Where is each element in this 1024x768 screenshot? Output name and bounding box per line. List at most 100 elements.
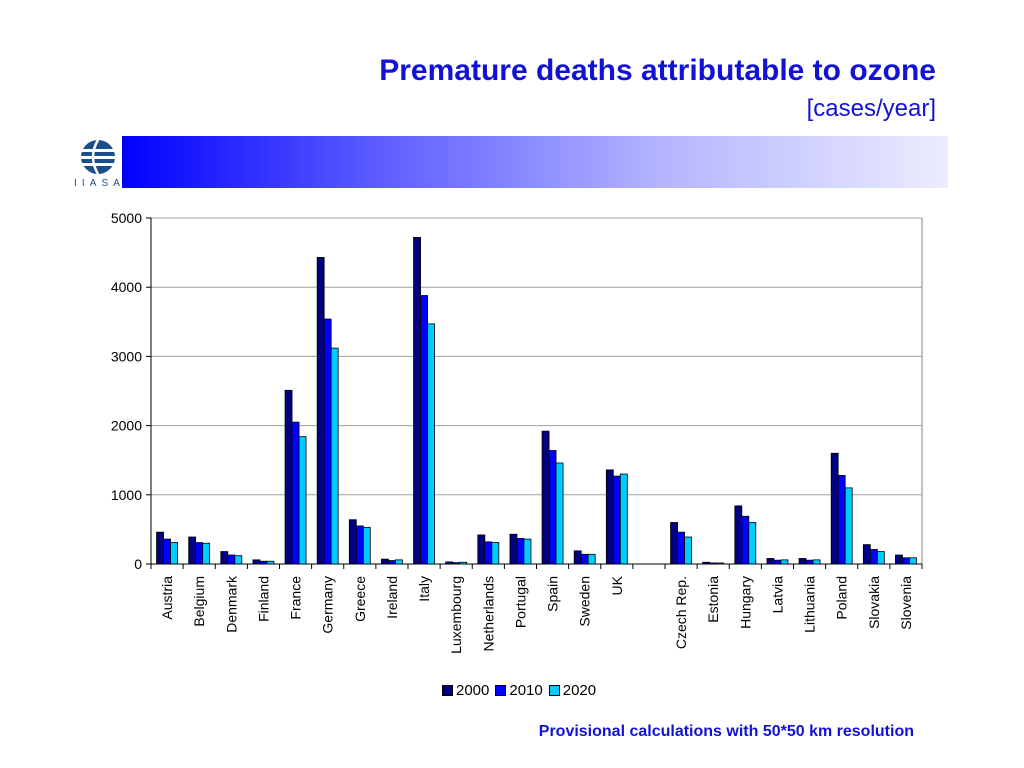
x-tick-label: Netherlands <box>480 576 496 652</box>
bar-2020 <box>459 561 468 565</box>
bar-2010 <box>227 554 236 565</box>
bar-2020 <box>555 462 564 565</box>
bar-2010 <box>259 560 268 565</box>
bar-2010 <box>677 531 685 565</box>
bar-2010 <box>612 475 621 565</box>
bar-2020 <box>298 436 307 565</box>
bar-2020 <box>716 562 725 565</box>
legend-item-2010: 2010 <box>495 682 543 699</box>
x-tick-label: Portugal <box>512 576 528 628</box>
x-tick-label: Greece <box>352 576 368 622</box>
bar-2000 <box>509 533 518 565</box>
bar-2000 <box>220 551 229 565</box>
y-tick-label: 0 <box>134 556 142 572</box>
y-tick-label: 4000 <box>111 279 142 295</box>
logo-letter: A <box>89 178 97 189</box>
x-tick-label: Slovenia <box>898 576 914 630</box>
bar-2000 <box>895 554 903 565</box>
legend-item-2020: 2020 <box>548 682 596 699</box>
bar-2000 <box>445 561 454 565</box>
bar-2000 <box>766 558 775 565</box>
x-tick-label: UK <box>609 575 625 595</box>
bar-2010 <box>388 560 396 565</box>
x-tick-label: Finland <box>255 576 271 622</box>
bar-2000 <box>156 531 164 565</box>
logo-letters: I I A S A <box>74 178 120 190</box>
bar-2010 <box>773 559 782 565</box>
x-tick-label: Lithuania <box>802 576 818 633</box>
x-tick-label: Estonia <box>705 576 721 623</box>
logo-letter: I <box>81 178 85 189</box>
bar-2020 <box>266 560 275 565</box>
bar-2010 <box>420 295 428 565</box>
bar-2010 <box>484 541 493 565</box>
x-tick-label: France <box>288 576 304 620</box>
bar-2000 <box>734 505 743 565</box>
bar-2010 <box>355 525 364 565</box>
bar-2020 <box>362 526 371 565</box>
bar-2000 <box>605 469 614 565</box>
bar-2020 <box>909 557 917 565</box>
x-tick-label: Spain <box>545 576 561 612</box>
bar-2000 <box>862 544 871 565</box>
bar-2000 <box>477 534 486 565</box>
y-tick-label: 1000 <box>111 487 142 503</box>
page-title: Premature deaths attributable to ozone <box>379 54 936 87</box>
x-tick-label: Hungary <box>737 576 753 629</box>
bar-2020 <box>748 522 757 565</box>
bar-2000 <box>830 452 839 565</box>
legend-swatch-2020 <box>548 685 560 696</box>
bar-2010 <box>805 559 814 565</box>
logo-letter: A <box>113 178 120 189</box>
bar-2000 <box>702 561 711 565</box>
bar-2000 <box>348 519 357 565</box>
x-tick-label: Czech Rep. <box>673 576 689 649</box>
bar-2010 <box>741 515 750 565</box>
bar-2010 <box>163 538 171 565</box>
bar-2020 <box>395 559 403 565</box>
bar-2020 <box>234 555 243 565</box>
bar-2000 <box>381 558 389 565</box>
x-tick-label: Latvia <box>769 576 785 614</box>
bar-2010 <box>323 318 332 565</box>
y-tick-label: 5000 <box>111 210 142 226</box>
legend-swatch-2000 <box>442 685 453 696</box>
bar-2020 <box>876 551 885 565</box>
bar-2000 <box>798 558 807 565</box>
bar-2010 <box>291 421 300 565</box>
plot-area <box>150 217 923 565</box>
x-tick-label: Germany <box>320 576 336 634</box>
bar-2020 <box>523 538 532 565</box>
x-tick-label: Slovakia <box>866 576 882 629</box>
legend-label-2010: 2010 <box>509 682 543 699</box>
footnote: Provisional calculations with 50*50 km r… <box>538 723 914 740</box>
header-banner <box>122 136 948 188</box>
bar-2000 <box>316 257 325 565</box>
x-tick-label: Belgium <box>191 576 207 627</box>
x-tick-label: Poland <box>834 576 850 620</box>
bar-2020 <box>491 542 500 565</box>
bar-2000 <box>541 430 550 565</box>
bar-2000 <box>413 236 421 565</box>
bar-2010 <box>869 549 878 565</box>
bar-2020 <box>427 323 435 565</box>
chart-legend: 2000 2010 2020 <box>442 682 602 699</box>
bar-2020 <box>684 536 692 565</box>
bar-2020 <box>330 347 339 565</box>
bar-2020 <box>202 542 211 565</box>
x-tick-label: Sweden <box>577 576 593 627</box>
x-tick-label: Denmark <box>223 575 239 633</box>
legend-item-2000: 2000 <box>442 682 489 699</box>
bar-2000 <box>284 389 293 565</box>
bar-2000 <box>188 536 197 565</box>
logo-letter: I <box>74 178 77 189</box>
x-tick-label: Austria <box>159 576 175 620</box>
bar-2020 <box>170 542 178 565</box>
x-tick-label: Ireland <box>384 576 400 619</box>
logo-letter: S <box>101 178 109 189</box>
bar-2020 <box>587 553 596 565</box>
bar-chart: 0 1000 2000 3000 4000 5000 Austria Belgium Denma… <box>111 210 923 654</box>
page-subtitle: [cases/year] <box>806 95 936 122</box>
x-tick-label: Luxembourg <box>448 576 464 654</box>
bar-2010 <box>452 562 461 565</box>
